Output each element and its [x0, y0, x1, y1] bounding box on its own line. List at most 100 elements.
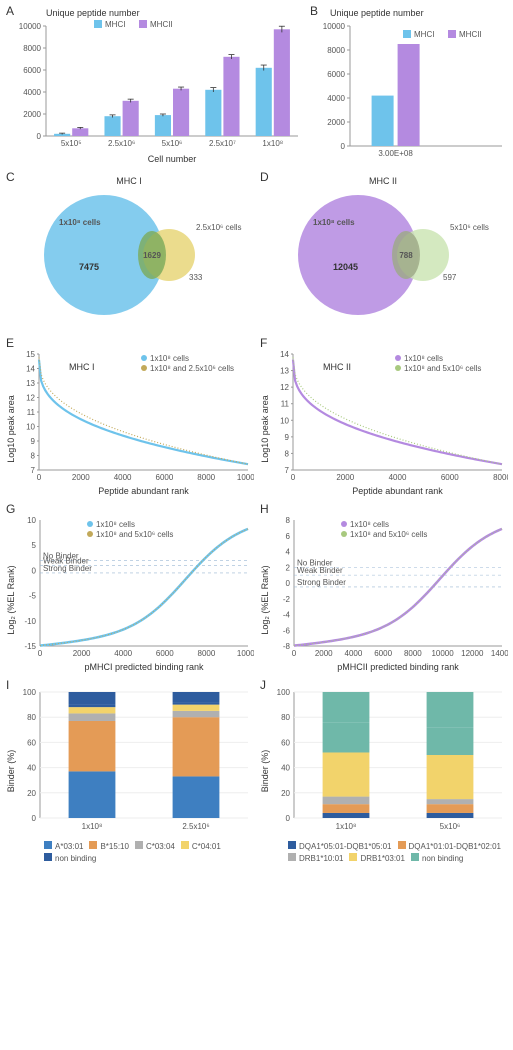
svg-text:3.00E+08: 3.00E+08: [378, 149, 413, 158]
svg-text:8000: 8000: [23, 44, 41, 53]
panel-B: B Unique peptide numberMHCIMHCII02000400…: [308, 4, 508, 164]
svg-text:4: 4: [286, 548, 291, 557]
svg-text:4000: 4000: [389, 473, 407, 482]
svg-text:80: 80: [27, 713, 36, 722]
svg-text:1x10⁸ cells: 1x10⁸ cells: [59, 218, 101, 227]
svg-text:1629: 1629: [143, 251, 161, 260]
svg-text:Log₂ (%EL Rank): Log₂ (%EL Rank): [6, 565, 16, 634]
svg-text:12000: 12000: [461, 649, 484, 658]
svg-text:7: 7: [285, 466, 290, 475]
svg-text:10: 10: [27, 516, 36, 525]
svg-text:4000: 4000: [114, 649, 132, 658]
svg-text:1x10⁸ cells: 1x10⁸ cells: [350, 520, 389, 529]
svg-text:0: 0: [38, 649, 43, 658]
svg-text:10000: 10000: [431, 649, 454, 658]
svg-text:2.5x10⁶: 2.5x10⁶: [182, 822, 209, 831]
svg-text:5x10⁶: 5x10⁶: [440, 822, 461, 831]
svg-text:0: 0: [37, 132, 42, 141]
svg-text:9: 9: [285, 433, 290, 442]
svg-text:6000: 6000: [23, 66, 41, 75]
svg-text:MHCI: MHCI: [105, 20, 125, 29]
svg-text:1x10⁸: 1x10⁸: [336, 822, 357, 831]
panel-J: J Binder (%)0204060801001x10⁸5x10⁶ DQA1*…: [258, 678, 508, 878]
svg-text:0: 0: [292, 649, 297, 658]
svg-text:1x10⁸ cells: 1x10⁸ cells: [313, 218, 355, 227]
svg-text:10: 10: [26, 423, 35, 432]
svg-text:10: 10: [280, 416, 289, 425]
svg-text:8000: 8000: [197, 473, 215, 482]
svg-text:15: 15: [26, 350, 35, 359]
svg-text:1x10⁸ and 5x10⁶ cells: 1x10⁸ and 5x10⁶ cells: [404, 364, 481, 373]
svg-text:4000: 4000: [114, 473, 132, 482]
svg-text:Log10 peak area: Log10 peak area: [260, 395, 270, 463]
svg-text:0: 0: [32, 814, 37, 823]
svg-text:5x10⁶: 5x10⁶: [162, 139, 183, 148]
label-A: A: [6, 4, 14, 18]
svg-text:9: 9: [31, 437, 36, 446]
svg-text:-2: -2: [283, 595, 291, 604]
svg-text:788: 788: [399, 251, 413, 260]
label-G: G: [6, 502, 15, 516]
svg-text:0: 0: [291, 473, 296, 482]
svg-text:7475: 7475: [79, 262, 99, 272]
svg-text:Cell number: Cell number: [148, 154, 197, 164]
svg-text:Strong Binder: Strong Binder: [297, 578, 346, 587]
svg-text:60: 60: [27, 738, 36, 747]
svg-text:MHCII: MHCII: [459, 30, 482, 39]
svg-text:6000: 6000: [156, 649, 174, 658]
svg-text:20: 20: [27, 789, 36, 798]
svg-text:Binder (%): Binder (%): [6, 750, 16, 793]
svg-text:6000: 6000: [441, 473, 459, 482]
svg-text:1x10⁸ cells: 1x10⁸ cells: [150, 354, 189, 363]
svg-text:2: 2: [286, 563, 291, 572]
svg-text:0: 0: [341, 142, 346, 151]
svg-text:13: 13: [26, 379, 35, 388]
svg-text:2000: 2000: [327, 118, 345, 127]
svg-text:MHC II: MHC II: [323, 362, 351, 372]
svg-text:2.5x10⁷: 2.5x10⁷: [209, 139, 236, 148]
svg-text:MHCII: MHCII: [150, 20, 173, 29]
svg-text:6000: 6000: [327, 70, 345, 79]
svg-text:MHC II: MHC II: [369, 176, 397, 186]
svg-text:11: 11: [281, 400, 290, 409]
svg-text:6000: 6000: [156, 473, 174, 482]
svg-text:6: 6: [286, 532, 291, 541]
svg-text:1x10⁸ cells: 1x10⁸ cells: [404, 354, 443, 363]
svg-text:Unique peptide number: Unique peptide number: [330, 8, 424, 18]
svg-text:13: 13: [280, 367, 289, 376]
svg-text:20: 20: [281, 789, 290, 798]
panel-H: H Log₂ (%EL Rank)-8-6-4-2024680200040006…: [258, 502, 508, 672]
svg-text:5: 5: [32, 541, 37, 550]
svg-text:10000: 10000: [237, 649, 254, 658]
svg-text:8: 8: [285, 449, 290, 458]
svg-text:100: 100: [23, 688, 37, 697]
label-B: B: [310, 4, 318, 18]
svg-text:2.5x10⁶ cells: 2.5x10⁶ cells: [196, 223, 242, 232]
svg-text:8: 8: [31, 452, 36, 461]
label-C: C: [6, 170, 15, 184]
svg-text:Strong Binder: Strong Binder: [43, 564, 92, 573]
svg-text:1x10⁸ and 2.5x10⁶ cells: 1x10⁸ and 2.5x10⁶ cells: [150, 364, 234, 373]
svg-text:60: 60: [281, 738, 290, 747]
svg-text:14: 14: [26, 365, 35, 374]
svg-text:40: 40: [27, 764, 36, 773]
svg-text:pMHCII predicted binding rank: pMHCII predicted binding rank: [337, 662, 459, 672]
svg-text:-15: -15: [24, 642, 36, 651]
svg-text:333: 333: [189, 273, 203, 282]
svg-text:1x10⁸: 1x10⁸: [82, 822, 103, 831]
label-H: H: [260, 502, 269, 516]
svg-text:2000: 2000: [336, 473, 354, 482]
svg-text:2000: 2000: [72, 473, 90, 482]
label-J: J: [260, 678, 266, 692]
svg-text:12: 12: [280, 383, 289, 392]
svg-text:80: 80: [281, 713, 290, 722]
svg-text:Weak Binder: Weak Binder: [297, 566, 343, 575]
svg-text:2000: 2000: [23, 110, 41, 119]
panel-A: A Unique peptide numberMHCIMHCII02000400…: [4, 4, 304, 164]
legend-J: DQA1*05:01-DQB1*05:01DQA1*01:01-DQB1*02:…: [258, 841, 508, 863]
svg-text:-4: -4: [283, 611, 291, 620]
svg-text:Peptide abundant rank: Peptide abundant rank: [352, 486, 443, 496]
svg-text:100: 100: [277, 688, 291, 697]
label-D: D: [260, 170, 269, 184]
panel-D: D MHC II1x10⁸ cells120457885x10⁶ cells59…: [258, 170, 508, 330]
